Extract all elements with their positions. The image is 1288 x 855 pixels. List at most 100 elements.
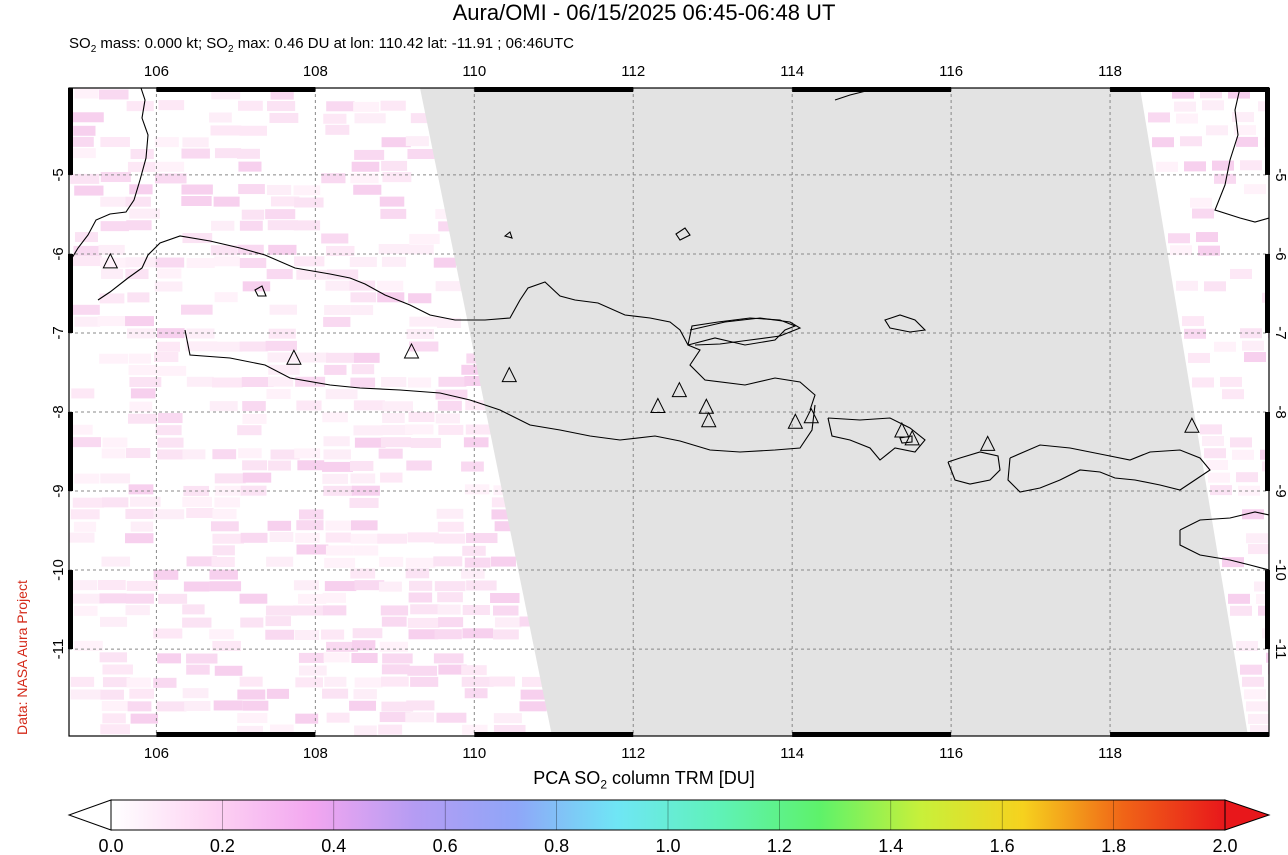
so2-pixel bbox=[209, 581, 242, 592]
so2-pixel bbox=[293, 220, 321, 231]
so2-pixel bbox=[74, 88, 99, 99]
coast-bawean bbox=[675, 227, 691, 241]
so2-pixel bbox=[69, 304, 100, 315]
coast-madura bbox=[689, 317, 802, 346]
lat-tick-label-right: -7 bbox=[1272, 326, 1288, 339]
frame-bar-right bbox=[1265, 88, 1270, 175]
so2-pixel bbox=[410, 604, 440, 615]
so2-pixel bbox=[1188, 352, 1210, 363]
so2-pixel bbox=[157, 413, 183, 424]
so2-pixel bbox=[71, 148, 96, 159]
so2-pixel bbox=[463, 437, 489, 448]
so2-pixel bbox=[186, 376, 214, 387]
so2-pixel bbox=[294, 197, 324, 208]
so2-pixel bbox=[266, 556, 294, 567]
so2-pixel bbox=[239, 125, 268, 136]
so2-pixel bbox=[493, 629, 519, 640]
so2-pixel bbox=[1196, 232, 1218, 243]
so2-pixel bbox=[153, 569, 179, 580]
so2-pixel bbox=[1254, 581, 1269, 592]
so2-pixel bbox=[381, 701, 414, 712]
so2-pixel bbox=[408, 629, 439, 640]
lon-tick-label-top: 112 bbox=[621, 63, 645, 80]
so2-pixel bbox=[406, 460, 432, 471]
lat-tick-label-left: -8 bbox=[50, 405, 67, 418]
so2-pixel bbox=[270, 89, 294, 100]
frame-bar-right bbox=[1265, 253, 1270, 333]
so2-pixel bbox=[436, 508, 464, 519]
so2-pixel bbox=[326, 352, 358, 363]
so2-pixel bbox=[350, 377, 376, 388]
volcano-marker bbox=[671, 381, 688, 398]
so2-pixel bbox=[381, 160, 408, 171]
lon-tick-label-top: 110 bbox=[462, 63, 486, 80]
so2-pixel bbox=[265, 629, 295, 640]
so2-pixel bbox=[325, 545, 354, 556]
so2-pixel bbox=[69, 532, 95, 543]
so2-pixel bbox=[1266, 652, 1269, 663]
so2-pixel bbox=[212, 449, 237, 460]
so2-pixel bbox=[1180, 136, 1202, 147]
frame-bar-bottom bbox=[156, 732, 316, 737]
so2-pixel bbox=[156, 328, 185, 339]
so2-pixel bbox=[405, 557, 436, 568]
lon-tick-label-bottom: 108 bbox=[303, 745, 328, 760]
so2-pixel bbox=[349, 280, 376, 291]
so2-pixel bbox=[186, 556, 217, 567]
lat-tick-label-left: -11 bbox=[50, 639, 67, 660]
so2-pixel bbox=[354, 149, 385, 160]
so2-pixel bbox=[129, 401, 153, 412]
so2-pixel bbox=[1206, 460, 1228, 471]
so2-pixel bbox=[350, 568, 376, 579]
so2-pixel bbox=[213, 700, 243, 711]
so2-pixel bbox=[183, 581, 210, 592]
so2-pixel bbox=[1170, 245, 1192, 256]
so2-pixel bbox=[349, 256, 377, 267]
so2-pixel bbox=[466, 533, 498, 544]
so2-pixel bbox=[100, 137, 130, 148]
so2-pixel bbox=[101, 448, 126, 459]
so2-pixel bbox=[407, 532, 439, 543]
so2-pixel bbox=[377, 533, 407, 544]
so2-pixel bbox=[270, 196, 300, 207]
so2-pixel bbox=[1202, 436, 1224, 447]
so2-pixel bbox=[1230, 605, 1252, 616]
so2-pixel bbox=[128, 365, 158, 376]
frame-bar-left bbox=[68, 88, 73, 175]
coastlines bbox=[71, 88, 1269, 571]
so2-pixel bbox=[239, 220, 263, 231]
coast-flores-sumba bbox=[1179, 511, 1269, 571]
so2-pixel bbox=[126, 677, 151, 688]
so2-pixel bbox=[102, 664, 133, 675]
so2-pixel bbox=[409, 316, 440, 327]
so2-pixel bbox=[100, 689, 124, 700]
volcano-marker bbox=[894, 421, 910, 438]
so2-pixel bbox=[212, 545, 235, 556]
so2-pixel bbox=[268, 460, 291, 471]
so2-pixel bbox=[1210, 485, 1232, 496]
so2-pixel bbox=[350, 533, 380, 544]
so2-pixel bbox=[353, 545, 379, 556]
so2-pixel bbox=[239, 341, 269, 352]
so2-pixel bbox=[1232, 112, 1254, 123]
so2-pixel bbox=[127, 292, 150, 303]
so2-pixel bbox=[380, 676, 409, 687]
so2-pixel bbox=[325, 532, 351, 543]
so2-pixel bbox=[296, 520, 324, 531]
so2-pixel bbox=[209, 629, 234, 640]
so2-pixel bbox=[1240, 664, 1262, 675]
so2-pixel bbox=[405, 712, 434, 723]
so2-pixel bbox=[1192, 377, 1214, 388]
so2-pixel bbox=[129, 688, 155, 699]
so2-pixel bbox=[378, 448, 403, 459]
so2-pixel bbox=[1168, 233, 1190, 244]
volcano-marker bbox=[501, 366, 518, 383]
so2-pixel bbox=[407, 148, 435, 159]
so2-pixel bbox=[461, 364, 484, 375]
so2-pixel bbox=[126, 580, 159, 591]
so2-pixel bbox=[270, 449, 300, 460]
so2-pixel bbox=[489, 676, 516, 687]
so2-pixel bbox=[242, 401, 266, 412]
so2-pixel bbox=[100, 172, 131, 183]
so2-pixel bbox=[266, 269, 293, 280]
